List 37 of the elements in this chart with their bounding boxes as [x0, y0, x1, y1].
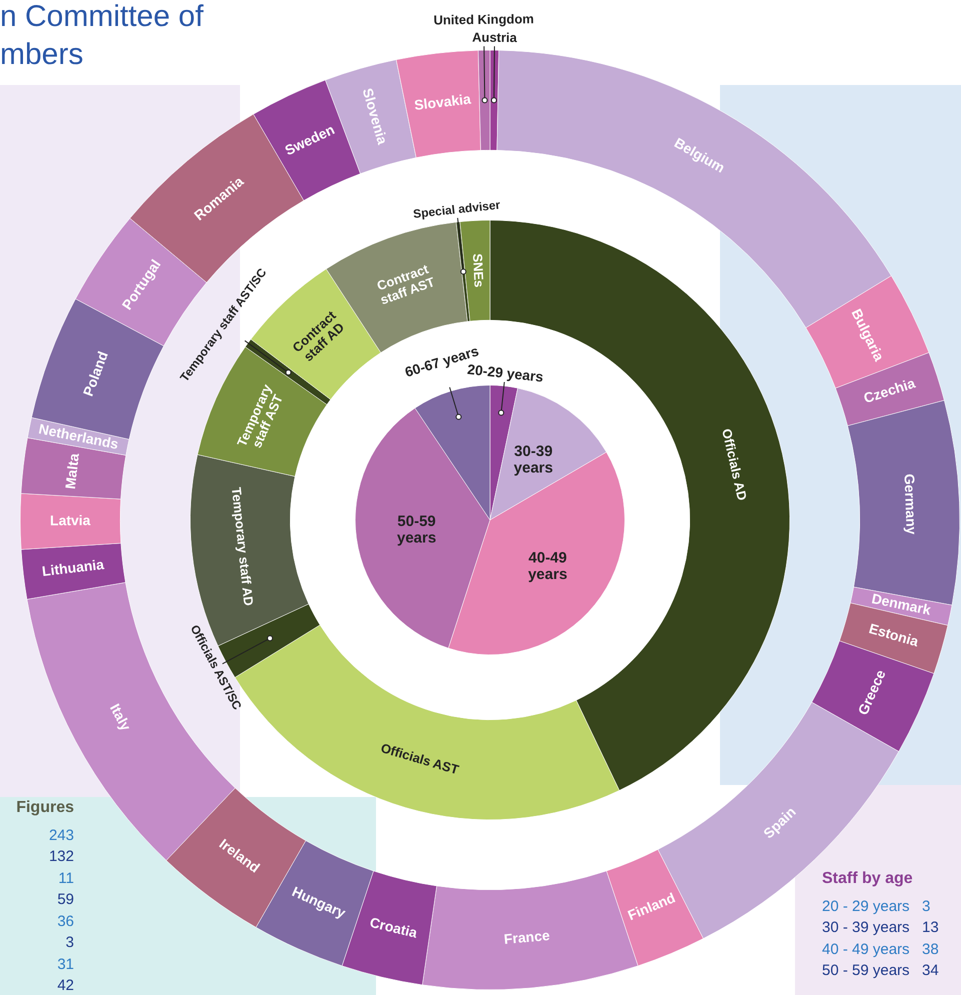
slice-label: Malta [62, 452, 82, 490]
slice-label: Slovakia [413, 90, 472, 113]
slice-label: France [503, 927, 551, 947]
text: Staff by age [822, 869, 914, 889]
text: 30 - 39 years 13 [822, 918, 940, 938]
text: 50 - 59 years 34 [822, 961, 940, 981]
text: 3 [64, 933, 74, 953]
chart-title: n Committee of mbers [0, 0, 204, 73]
slice-label: United Kingdom [433, 11, 534, 28]
slice-label: Czechia [862, 374, 918, 406]
text: 42 [56, 976, 74, 995]
slice-label: Denmark [870, 590, 932, 618]
slice-label: 40-49 years [528, 549, 568, 583]
slice-label: Temporary staff AD [228, 486, 256, 607]
slice-label: 30-39 years [514, 442, 553, 476]
text: 40 - 49 years 38 [822, 940, 940, 960]
slice-label: Croatia [368, 914, 420, 941]
slice-label: Germany [901, 474, 920, 535]
slice-label: Austria [472, 30, 518, 46]
slice-label: Officials AD [719, 427, 750, 502]
text: 59 [56, 890, 74, 910]
text: 20 - 29 years 3 [822, 896, 932, 916]
text: 31 [56, 954, 74, 974]
slice-label: SNEs [470, 253, 487, 288]
text: Figures [15, 798, 74, 818]
slice-label: Latvia [50, 512, 91, 528]
slice-label: Lithuania [41, 556, 105, 580]
text: 36 [56, 912, 74, 932]
slice-label: Estonia [867, 620, 920, 650]
slice-label: 50-59 years [396, 513, 436, 547]
slice-label: Officials AST [379, 740, 461, 778]
slice-label: Slovenia [360, 86, 391, 146]
text: 11 [57, 868, 74, 888]
text: 243 [48, 826, 74, 846]
text: 132 [48, 847, 74, 867]
slice-label: Italy [106, 700, 134, 734]
slice-label: Special adviser [412, 198, 502, 221]
